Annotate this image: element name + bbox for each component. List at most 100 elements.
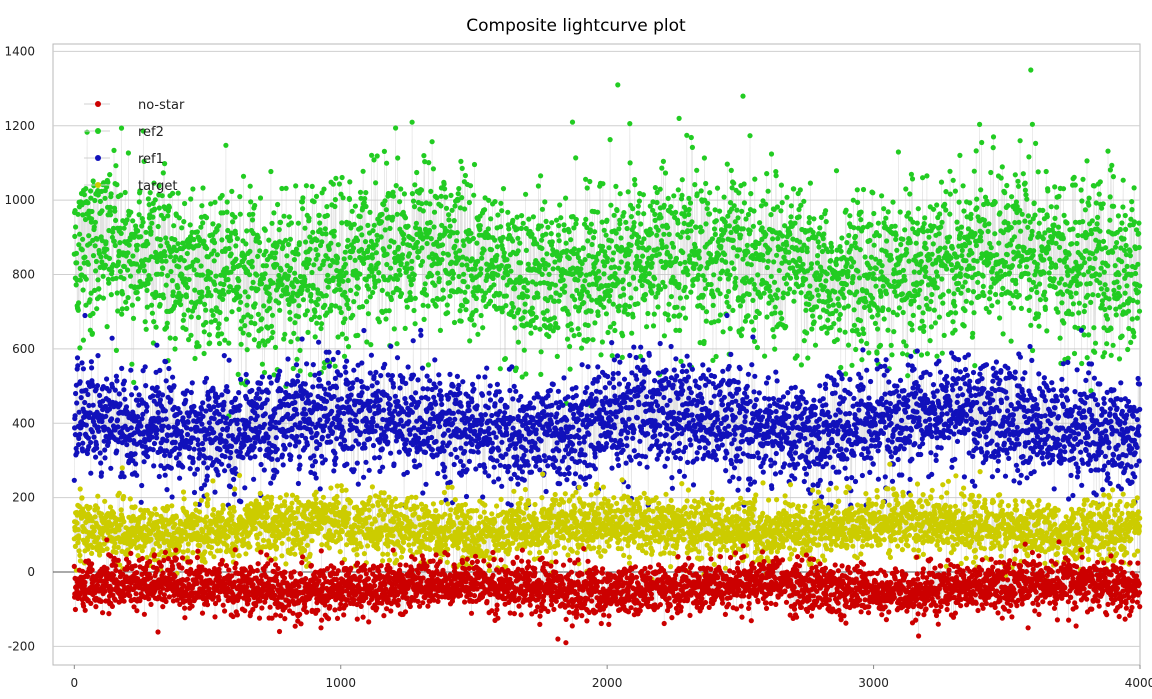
data-point	[77, 231, 83, 237]
data-point	[763, 231, 769, 237]
data-point	[370, 289, 376, 296]
data-point	[124, 217, 130, 223]
data-point	[829, 248, 835, 255]
data-point	[323, 293, 329, 299]
data-point	[354, 237, 361, 243]
data-point	[784, 242, 790, 248]
data-point	[652, 276, 658, 282]
data-point	[772, 310, 778, 316]
data-point	[1102, 350, 1108, 356]
data-point	[191, 446, 197, 452]
data-point	[311, 262, 317, 268]
data-point	[607, 137, 613, 143]
data-point	[703, 318, 709, 324]
data-point	[254, 405, 260, 411]
data-point	[1056, 244, 1063, 250]
data-point	[97, 198, 103, 204]
data-point	[654, 232, 660, 238]
data-point	[891, 329, 897, 335]
data-point	[688, 134, 694, 141]
data-point	[200, 220, 206, 226]
data-point	[154, 435, 160, 441]
data-point	[1036, 323, 1042, 329]
data-point	[165, 213, 171, 219]
data-point	[351, 299, 357, 305]
data-point	[296, 303, 302, 309]
data-point	[250, 211, 256, 217]
data-point	[490, 275, 496, 282]
data-point	[269, 456, 275, 462]
data-point	[190, 459, 196, 465]
data-point	[123, 299, 129, 305]
data-point	[362, 239, 369, 245]
data-point	[210, 221, 216, 227]
data-point	[192, 471, 198, 477]
data-point	[447, 293, 453, 299]
data-point	[72, 233, 78, 239]
data-point	[807, 283, 813, 289]
data-point	[987, 289, 993, 295]
data-point	[238, 499, 244, 505]
data-point	[138, 234, 144, 240]
data-point	[290, 365, 296, 372]
data-point	[1072, 182, 1078, 188]
data-point	[875, 220, 882, 226]
data-point	[421, 286, 427, 292]
data-point	[780, 295, 786, 301]
data-point	[1057, 257, 1063, 263]
data-point	[119, 306, 125, 312]
data-point	[730, 307, 736, 313]
data-point	[846, 232, 852, 239]
data-point	[102, 455, 108, 461]
data-point	[627, 248, 633, 254]
data-point	[998, 175, 1004, 181]
data-point	[77, 277, 83, 283]
data-point	[923, 269, 929, 275]
data-point	[129, 302, 135, 308]
data-point	[646, 271, 652, 277]
data-point	[440, 287, 446, 293]
data-point	[119, 291, 126, 297]
data-point	[599, 219, 605, 225]
data-point	[178, 429, 184, 435]
y-tick-label: 600	[12, 342, 35, 356]
data-point	[322, 405, 328, 411]
data-point	[150, 447, 156, 453]
data-point	[1082, 303, 1088, 309]
data-point	[1035, 311, 1042, 317]
data-point	[731, 180, 737, 186]
data-point	[276, 227, 282, 233]
data-point	[181, 312, 187, 318]
data-point	[246, 420, 252, 426]
data-point	[273, 250, 279, 256]
data-point	[367, 209, 373, 215]
data-point	[297, 462, 303, 468]
data-point	[130, 218, 136, 224]
data-point	[488, 216, 494, 222]
data-point	[314, 430, 320, 437]
data-point	[287, 309, 293, 315]
data-point	[703, 309, 710, 315]
data-point	[853, 346, 859, 353]
data-point	[206, 395, 212, 401]
data-point	[249, 264, 255, 270]
data-point	[677, 327, 683, 333]
data-point	[968, 300, 975, 306]
data-point	[1016, 219, 1022, 225]
data-point	[211, 258, 217, 264]
data-point	[240, 330, 246, 336]
chart-title: Composite lightcurve plot	[466, 16, 686, 36]
data-point	[958, 230, 964, 236]
data-point	[210, 312, 216, 318]
data-point	[652, 211, 658, 217]
data-point	[459, 262, 465, 268]
data-point	[1005, 203, 1011, 209]
data-point	[271, 372, 277, 378]
data-point	[350, 312, 356, 318]
data-point	[486, 197, 492, 203]
data-point	[251, 476, 257, 482]
data-point	[1022, 218, 1028, 224]
data-point	[108, 465, 114, 471]
data-point	[516, 307, 522, 313]
data-point	[1125, 346, 1131, 353]
